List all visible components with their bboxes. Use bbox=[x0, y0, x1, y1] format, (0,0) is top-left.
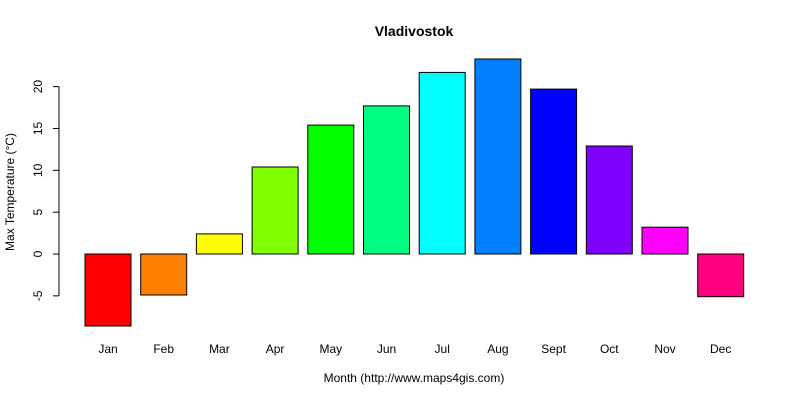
y-tick-label: 10 bbox=[31, 163, 45, 177]
bar-feb bbox=[140, 253, 188, 296]
bar-oct bbox=[585, 145, 633, 255]
x-tick-label: May bbox=[319, 342, 342, 356]
x-tick-label: Jun bbox=[377, 342, 396, 356]
bars bbox=[84, 58, 745, 327]
x-tick-label: Jan bbox=[98, 342, 117, 356]
bar-sept bbox=[530, 88, 578, 255]
x-tick-label: Oct bbox=[600, 342, 619, 356]
y-tick-label: 20 bbox=[31, 80, 45, 94]
bar-aug bbox=[474, 58, 522, 255]
y-tick-label: 15 bbox=[31, 121, 45, 135]
x-axis-label: Month (http://www.maps4gis.com) bbox=[324, 371, 505, 385]
bar-jan bbox=[84, 253, 132, 327]
x-tick-label: Feb bbox=[153, 342, 174, 356]
x-tick-label: Aug bbox=[487, 342, 508, 356]
y-tick-label: 0 bbox=[31, 250, 45, 257]
bar-jun bbox=[363, 105, 410, 255]
x-tick-labels: Jan Feb Mar Apr May Jun Jul Aug Sept Oct Nov Dec bbox=[98, 342, 731, 356]
x-tick-label: Dec bbox=[710, 342, 731, 356]
bar-nov bbox=[641, 226, 689, 255]
y-axis: -5 0 5 10 15 20 bbox=[31, 80, 60, 301]
bar-may bbox=[307, 124, 355, 255]
x-tick-label: Nov bbox=[654, 342, 675, 356]
bar-mar bbox=[195, 233, 243, 255]
y-tick-label: 5 bbox=[31, 209, 45, 216]
x-tick-label: Mar bbox=[209, 342, 230, 356]
x-tick-label: Sept bbox=[541, 342, 566, 356]
bar-dec bbox=[697, 253, 745, 298]
x-tick-label: Apr bbox=[266, 342, 285, 356]
chart-title: Vladivostok bbox=[375, 23, 454, 39]
x-tick-label: Jul bbox=[435, 342, 450, 356]
bar-apr bbox=[251, 166, 299, 255]
y-tick-label: -5 bbox=[31, 290, 45, 301]
y-axis-label: Max Temperature (°C) bbox=[3, 133, 17, 251]
bar-jul bbox=[418, 71, 466, 255]
